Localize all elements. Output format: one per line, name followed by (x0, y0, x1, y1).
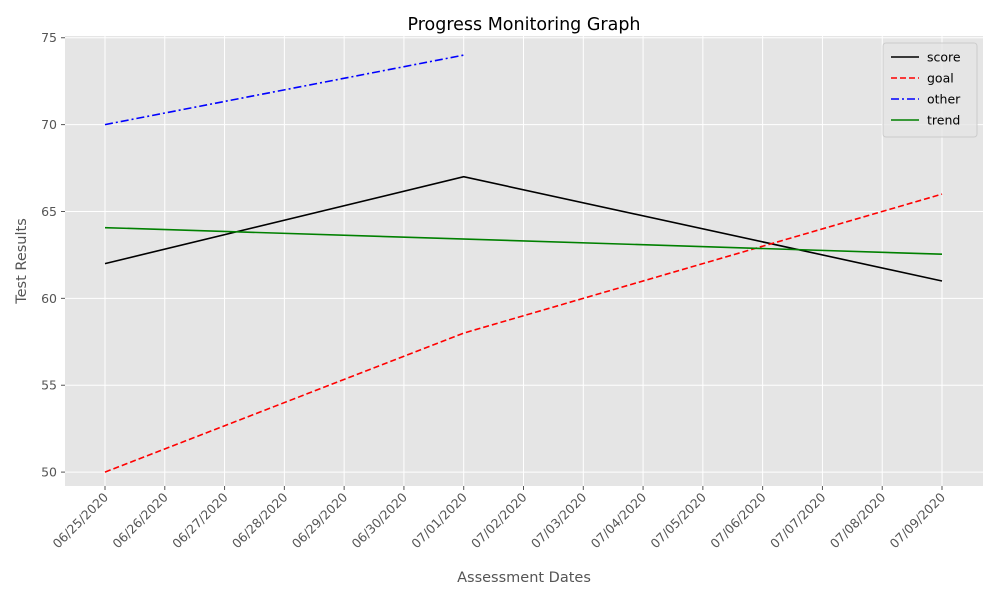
x-tick-label: 06/26/2020 (109, 489, 171, 551)
legend-box (882, 42, 978, 138)
x-tick-label: 06/28/2020 (229, 489, 291, 551)
y-axis-label: Test Results (14, 218, 30, 305)
x-tick-label: 06/25/2020 (50, 489, 112, 551)
x-tick-label: 07/08/2020 (827, 489, 889, 551)
x-tick-label: 07/09/2020 (887, 489, 949, 551)
y-tick-label: 60 (41, 291, 57, 306)
y-axis-ticks: 50 55 60 65 70 75 (41, 30, 65, 480)
x-axis-ticks: 06/25/202006/26/202006/27/202006/28/2020… (50, 486, 949, 551)
grid (65, 36, 983, 486)
y-tick-label: 75 (41, 30, 57, 45)
series-line-trend (104, 226, 943, 256)
series-line-goal (104, 193, 943, 473)
legend-label-goal: goal (927, 71, 954, 86)
y-tick-label: 55 (41, 378, 57, 393)
x-tick-label: 07/06/2020 (707, 489, 769, 551)
x-tick-label: 07/01/2020 (408, 489, 470, 551)
series-line-score (104, 175, 943, 282)
x-tick-label: 07/02/2020 (468, 489, 530, 551)
y-tick-label: 65 (41, 204, 57, 219)
y-tick-label: 50 (41, 465, 57, 480)
series-line-other (104, 54, 464, 126)
x-tick-label: 06/27/2020 (169, 489, 231, 551)
x-tick-label: 07/07/2020 (767, 489, 829, 551)
legend-label-trend: trend (927, 113, 960, 128)
x-tick-label: 07/03/2020 (528, 489, 590, 551)
x-axis-label: Assessment Dates (457, 570, 591, 586)
x-tick-label: 06/29/2020 (289, 489, 351, 551)
y-tick-label: 70 (41, 117, 57, 132)
series-lines (104, 54, 943, 473)
x-tick-label: 07/05/2020 (647, 489, 709, 551)
legend-label-score: score (927, 50, 961, 65)
legend-label-other: other (927, 92, 961, 107)
legend: score goal other trend (882, 42, 978, 138)
x-tick-label: 06/30/2020 (348, 489, 410, 551)
x-tick-label: 07/04/2020 (588, 489, 650, 551)
chart-title: Progress Monitoring Graph (407, 15, 640, 35)
